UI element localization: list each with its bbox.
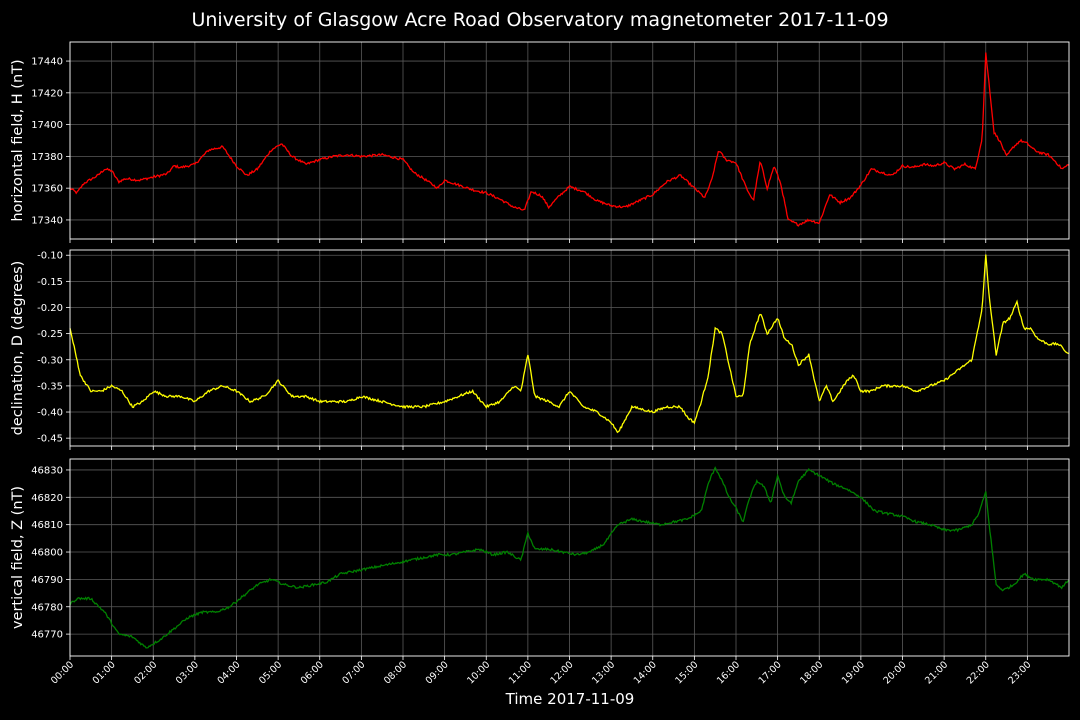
y-tick-label: 46800 bbox=[31, 548, 63, 559]
y-axis-label: declination, D (degrees) bbox=[10, 261, 26, 436]
x-tick-label: 17:00 bbox=[757, 659, 784, 686]
series-line bbox=[69, 466, 1070, 649]
y-tick-label: 46820 bbox=[31, 493, 63, 504]
y-tick-label: -0.10 bbox=[37, 251, 63, 262]
x-tick-label: 22:00 bbox=[965, 659, 992, 686]
x-axis-label: Time 2017-11-09 bbox=[505, 690, 635, 708]
x-tick-label: 19:00 bbox=[840, 659, 867, 686]
y-tick-label: 17340 bbox=[31, 215, 63, 226]
panel-2: -0.45 -0.40 -0.35 -0.30 -0.25 -0.20 -0.15 -0.10… bbox=[10, 249, 1070, 450]
x-tick-label: 13:00 bbox=[590, 659, 617, 686]
x-tick-label: 08:00 bbox=[382, 659, 409, 686]
series-line bbox=[69, 52, 1070, 227]
y-tick-label: 17360 bbox=[31, 184, 63, 195]
y-tick-label: -0.45 bbox=[37, 434, 63, 445]
x-tick-label: 02:00 bbox=[132, 659, 159, 686]
panel-3: 46770 46780 46790 46800 46810 46820 46830 verti… bbox=[10, 458, 1070, 660]
panel-1: 17340 17360 17380 17400 17420 17440 horizontal… bbox=[10, 41, 1070, 243]
series-line bbox=[69, 254, 1070, 434]
x-tick-label: 04:00 bbox=[215, 659, 242, 686]
x-tick-label: 06:00 bbox=[299, 659, 326, 686]
y-tick-label: -0.35 bbox=[37, 381, 63, 392]
y-tick-label: 46810 bbox=[31, 520, 63, 531]
y-tick-label: 46830 bbox=[31, 465, 63, 476]
x-tick-label: 16:00 bbox=[715, 659, 742, 686]
chart-title: University of Glasgow Acre Road Observat… bbox=[191, 9, 889, 31]
x-tick-label: 12:00 bbox=[548, 659, 575, 686]
x-tick-label: 05:00 bbox=[257, 659, 284, 686]
y-tick-label: 46770 bbox=[31, 630, 63, 641]
y-tick-label: 17380 bbox=[31, 152, 63, 163]
y-tick-label: 46790 bbox=[31, 575, 63, 586]
x-tick-label: 09:00 bbox=[424, 659, 451, 686]
y-tick-label: -0.25 bbox=[37, 329, 63, 340]
y-tick-label: 46780 bbox=[31, 602, 63, 613]
y-axis-label: vertical field, Z (nT) bbox=[10, 486, 26, 629]
panel-frame bbox=[69, 458, 1070, 657]
x-tick-label: 20:00 bbox=[881, 659, 908, 686]
x-tick-label: 10:00 bbox=[465, 659, 492, 686]
y-tick-label: -0.30 bbox=[37, 355, 63, 366]
y-tick-label: 17440 bbox=[31, 57, 63, 68]
x-tick-label: 23:00 bbox=[1006, 659, 1033, 686]
y-tick-label: -0.15 bbox=[37, 277, 63, 288]
y-tick-label: 17420 bbox=[31, 88, 63, 99]
x-tick-label: 01:00 bbox=[91, 659, 118, 686]
y-tick-label: 17400 bbox=[31, 120, 63, 131]
y-axis-label: horizontal field, H (nT) bbox=[10, 59, 26, 221]
x-tick-label: 03:00 bbox=[174, 659, 201, 686]
x-tick-label: 21:00 bbox=[923, 659, 950, 686]
x-tick-label: 14:00 bbox=[632, 659, 659, 686]
y-tick-label: -0.40 bbox=[37, 408, 63, 419]
x-tick-label: 15:00 bbox=[673, 659, 700, 686]
x-tick-label: 11:00 bbox=[507, 659, 534, 686]
panel-frame bbox=[69, 249, 1070, 447]
x-tick-label: 18:00 bbox=[798, 659, 825, 686]
panel-frame bbox=[69, 41, 1070, 240]
y-tick-label: -0.20 bbox=[37, 303, 63, 314]
x-tick-label: 00:00 bbox=[49, 659, 76, 686]
x-tick-label: 07:00 bbox=[340, 659, 367, 686]
